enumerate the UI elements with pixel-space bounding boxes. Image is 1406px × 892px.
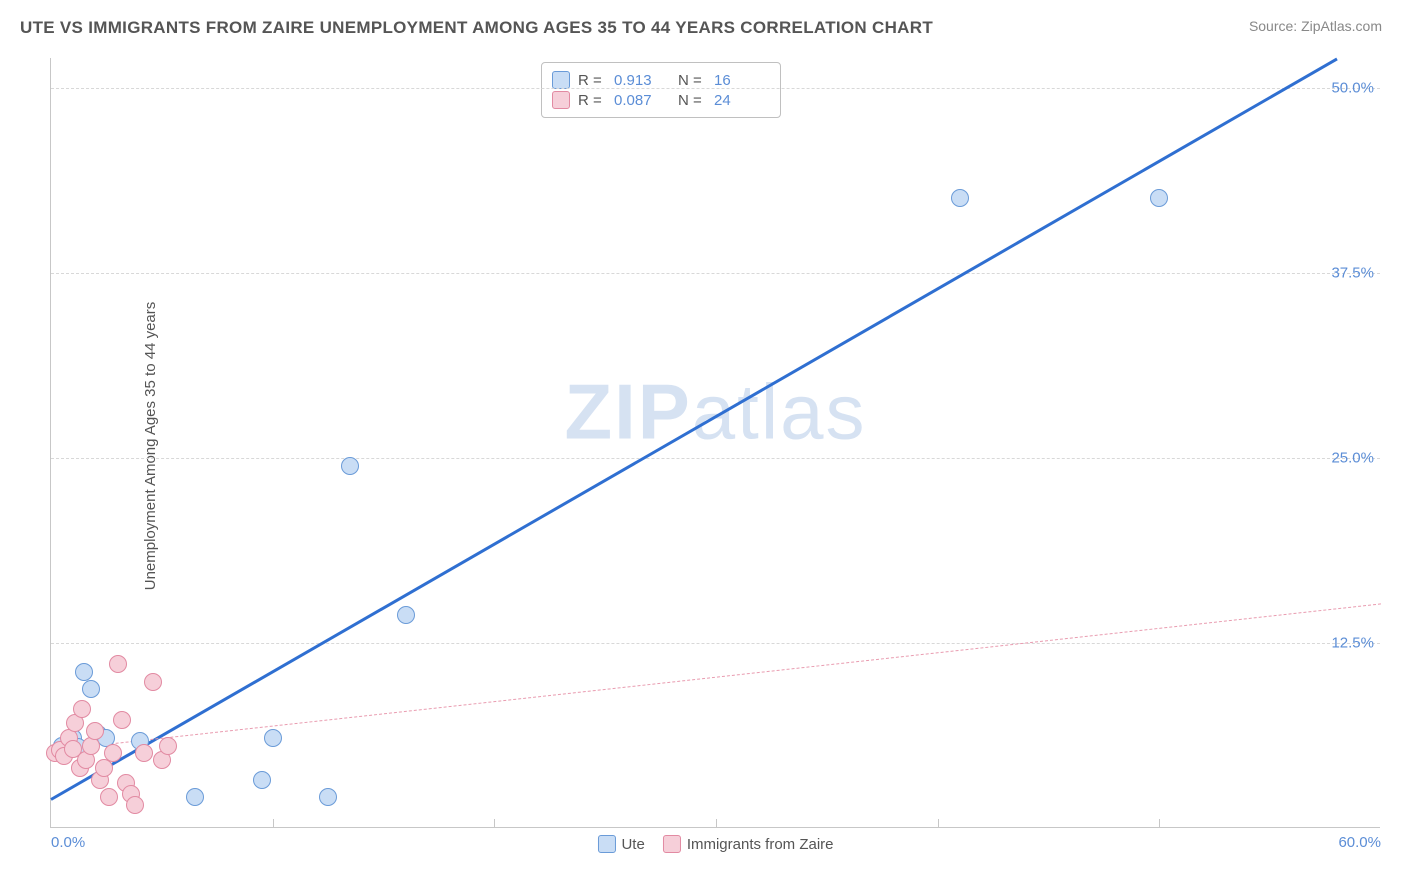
- legend-label: Immigrants from Zaire: [687, 836, 834, 853]
- r-value: 0.087: [614, 92, 670, 109]
- data-point: [186, 788, 204, 806]
- n-label: N =: [678, 92, 706, 109]
- x-tick-mark: [1159, 819, 1160, 827]
- data-point: [126, 796, 144, 814]
- legend-swatch: [597, 835, 615, 853]
- data-point: [73, 700, 91, 718]
- data-point: [135, 744, 153, 762]
- legend-swatch: [663, 835, 681, 853]
- gridline: [51, 88, 1380, 89]
- legend-item: Ute: [597, 835, 644, 853]
- data-point: [104, 744, 122, 762]
- data-point: [100, 788, 118, 806]
- series-legend: Ute Immigrants from Zaire: [597, 835, 833, 853]
- data-point: [264, 729, 282, 747]
- scatter-plot: ZIPatlas R =0.913N =16R =0.087N =24 UteI…: [50, 58, 1380, 828]
- y-tick-label: 50.0%: [1331, 79, 1374, 96]
- gridline: [51, 458, 1380, 459]
- r-label: R =: [578, 92, 606, 109]
- x-tick-mark: [716, 819, 717, 827]
- x-tick-label: 0.0%: [51, 834, 85, 851]
- legend-item: Immigrants from Zaire: [663, 835, 834, 853]
- data-point: [144, 673, 162, 691]
- legend-label: Ute: [621, 836, 644, 853]
- n-value: 16: [714, 72, 770, 89]
- data-point: [109, 655, 127, 673]
- legend-row: R = 0.087 N = 24: [552, 91, 770, 109]
- source-label: Source: ZipAtlas.com: [1249, 18, 1382, 34]
- gridline: [51, 643, 1380, 644]
- data-point: [159, 737, 177, 755]
- data-point: [397, 606, 415, 624]
- n-label: N =: [678, 72, 706, 89]
- data-point: [82, 680, 100, 698]
- y-tick-label: 25.0%: [1331, 449, 1374, 466]
- correlation-legend: R = 0.913 N = 16 R = 0.087 N = 24: [541, 62, 781, 118]
- r-label: R =: [578, 72, 606, 89]
- n-value: 24: [714, 92, 770, 109]
- data-point: [319, 788, 337, 806]
- data-point: [75, 663, 93, 681]
- x-tick-mark: [938, 819, 939, 827]
- y-tick-label: 12.5%: [1331, 634, 1374, 651]
- chart-title: UTE VS IMMIGRANTS FROM ZAIRE UNEMPLOYMEN…: [20, 18, 933, 38]
- r-value: 0.913: [614, 72, 670, 89]
- trend-line: [50, 58, 1337, 801]
- data-point: [113, 711, 131, 729]
- legend-row: R = 0.913 N = 16: [552, 71, 770, 89]
- x-tick-mark: [273, 819, 274, 827]
- trend-line: [51, 603, 1381, 751]
- data-point: [341, 457, 359, 475]
- gridline: [51, 273, 1380, 274]
- data-point: [1150, 189, 1168, 207]
- data-point: [951, 189, 969, 207]
- watermark-text: ZIPatlas: [564, 366, 866, 457]
- data-point: [86, 722, 104, 740]
- x-tick-label: 60.0%: [1338, 834, 1381, 851]
- legend-swatch: [552, 91, 570, 109]
- legend-swatch: [552, 71, 570, 89]
- y-tick-label: 37.5%: [1331, 264, 1374, 281]
- data-point: [253, 771, 271, 789]
- x-tick-mark: [494, 819, 495, 827]
